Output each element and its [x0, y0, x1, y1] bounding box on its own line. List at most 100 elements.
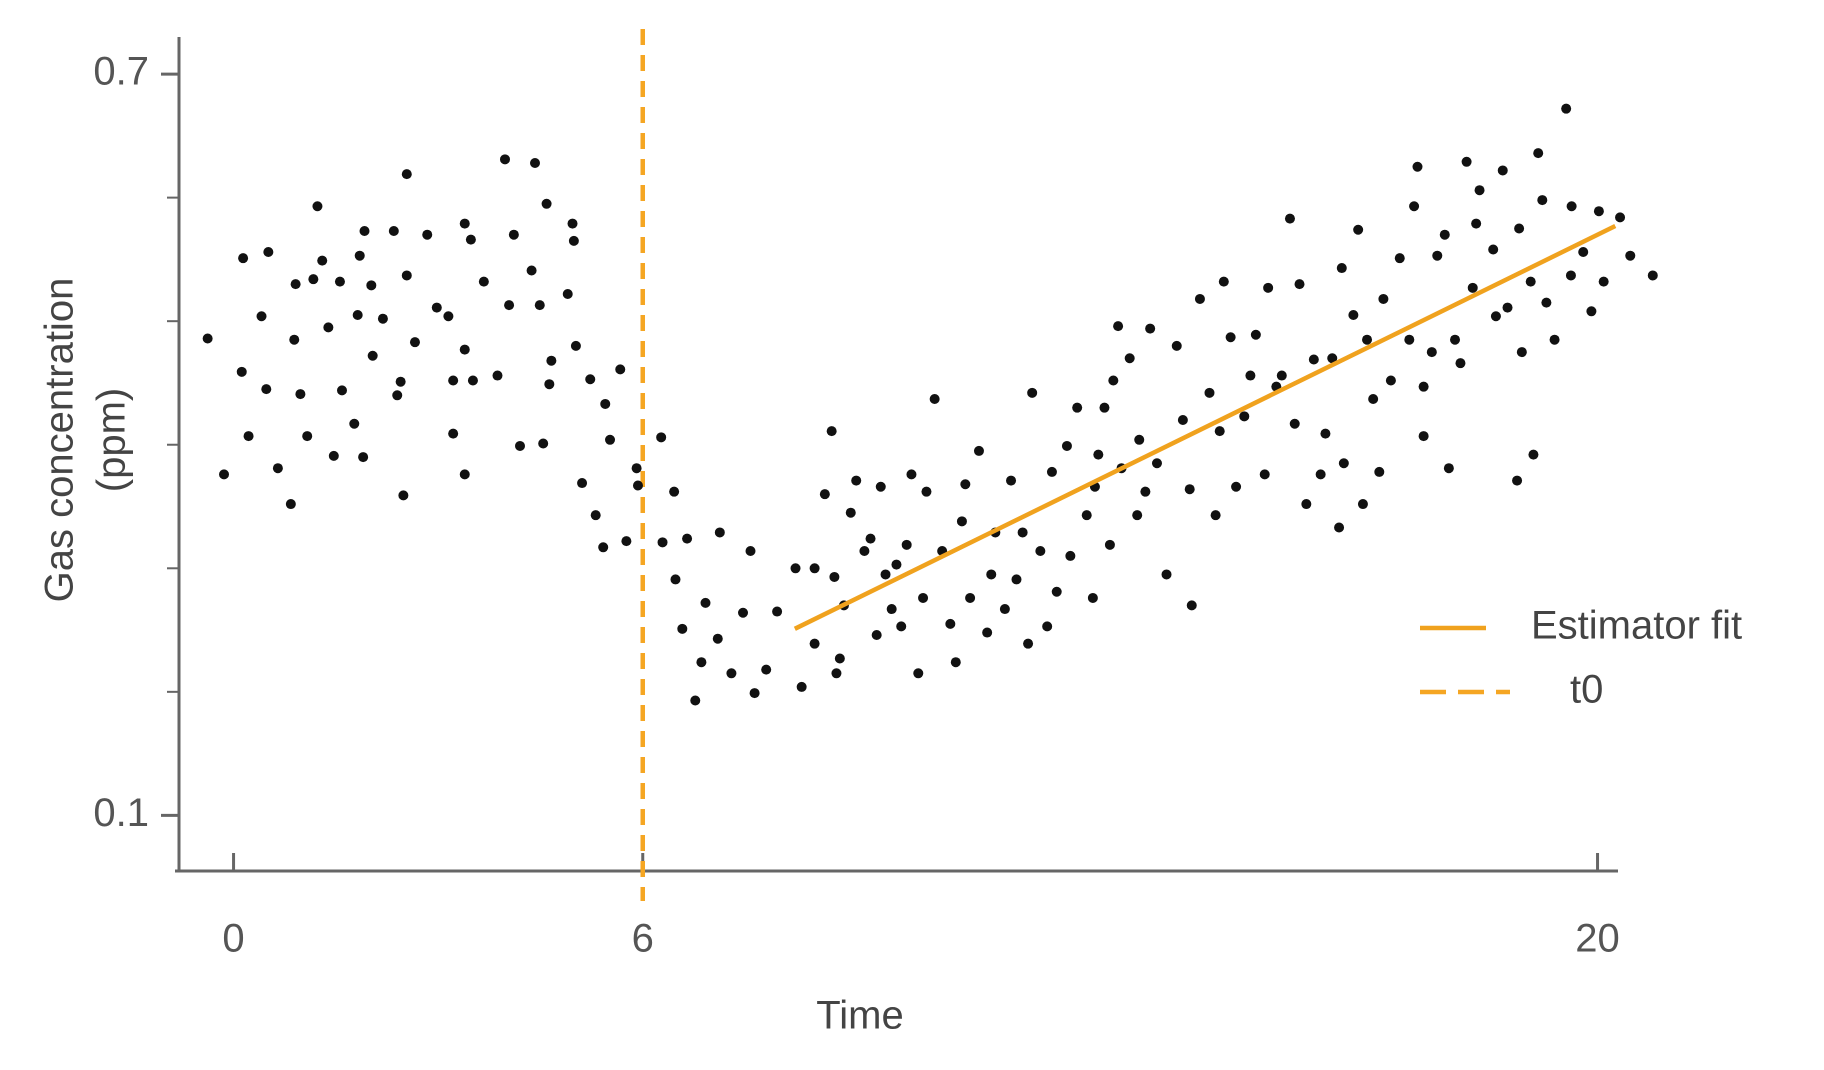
data-point: [1334, 522, 1345, 533]
data-point: [1443, 463, 1454, 474]
data-point: [999, 604, 1010, 615]
data-point: [243, 431, 254, 442]
data-point: [352, 310, 363, 320]
data-point: [431, 302, 442, 313]
data-point: [1426, 347, 1437, 358]
data-point: [1204, 387, 1215, 398]
data-point: [677, 623, 688, 634]
data-point: [302, 431, 313, 442]
data-point: [504, 300, 515, 311]
data-point: [1368, 394, 1379, 405]
data-point: [973, 445, 984, 456]
data-point: [1239, 411, 1250, 422]
data-point: [401, 169, 412, 180]
data-point: [568, 235, 579, 246]
data-point: [422, 229, 433, 240]
data-point: [448, 375, 459, 386]
data-point: [696, 657, 707, 668]
data-point: [448, 428, 459, 439]
data-point: [328, 450, 339, 461]
data-point: [459, 469, 470, 480]
data-point: [1593, 206, 1604, 217]
data-point: [263, 246, 274, 257]
data-point: [615, 364, 626, 375]
data-point: [1046, 466, 1057, 477]
data-point: [896, 621, 907, 632]
data-point: [1490, 311, 1501, 322]
data-point: [1418, 431, 1429, 442]
data-point: [1502, 302, 1513, 313]
data-point: [1409, 201, 1420, 212]
data-point: [1461, 156, 1472, 167]
data-point: [891, 559, 902, 570]
data-point: [1353, 224, 1364, 235]
data-point: [1647, 270, 1658, 281]
data-point: [409, 337, 420, 348]
data-point: [1017, 527, 1028, 538]
data-point: [202, 333, 213, 344]
data-point: [1124, 353, 1135, 364]
data-point: [749, 688, 760, 699]
x-axis-title: Time: [816, 994, 903, 1038]
data-point: [1061, 440, 1072, 451]
data-point: [459, 218, 470, 229]
data-point: [1378, 293, 1389, 304]
data-point: [875, 481, 886, 492]
data-point: [670, 574, 681, 585]
data-point: [1225, 332, 1236, 343]
data-point: [334, 276, 345, 287]
data-point: [1140, 486, 1151, 497]
data-point: [1566, 201, 1577, 212]
data-point: [1134, 434, 1145, 445]
data-point: [1177, 415, 1188, 426]
data-point: [1467, 282, 1478, 293]
data-point: [1151, 458, 1162, 469]
data-point: [1006, 475, 1017, 486]
data-point: [1404, 334, 1415, 345]
data-point: [851, 475, 862, 486]
data-point: [1289, 418, 1300, 429]
data-point: [1072, 402, 1083, 413]
data-point: [238, 253, 249, 264]
data-point: [632, 480, 643, 491]
data-point: [1320, 428, 1331, 439]
x-tick-label: 6: [632, 917, 654, 961]
data-point: [1186, 600, 1197, 611]
data-point: [657, 537, 668, 548]
data-point: [831, 668, 842, 679]
data-point: [261, 384, 272, 395]
data-point: [367, 350, 378, 361]
data-point: [1549, 334, 1560, 345]
data-point: [605, 434, 616, 445]
data-point: [880, 569, 891, 580]
data-point: [1093, 449, 1104, 460]
data-point: [585, 374, 596, 385]
data-point: [443, 311, 454, 322]
data-point: [1565, 270, 1576, 281]
data-point: [358, 452, 369, 463]
data-point: [1516, 347, 1527, 358]
data-point: [819, 489, 830, 500]
data-point: [465, 234, 476, 245]
data-point: [790, 563, 801, 574]
data-point: [388, 225, 399, 236]
data-point: [359, 225, 370, 236]
x-tick-label: 0: [222, 917, 244, 961]
data-point: [508, 229, 519, 240]
data-point: [398, 490, 409, 501]
data-point: [1385, 375, 1396, 386]
y-tick-label: 0.1: [93, 791, 149, 835]
data-point: [656, 432, 667, 443]
data-point: [1214, 426, 1225, 437]
data-point: [726, 668, 737, 679]
data-point: [761, 664, 772, 675]
data-point: [1315, 469, 1326, 480]
data-point: [395, 376, 406, 387]
data-point: [541, 198, 552, 209]
data-point: [1104, 539, 1115, 550]
data-point: [598, 542, 609, 553]
data-point: [1348, 310, 1359, 320]
data-point: [1194, 293, 1205, 304]
data-point: [567, 218, 578, 229]
